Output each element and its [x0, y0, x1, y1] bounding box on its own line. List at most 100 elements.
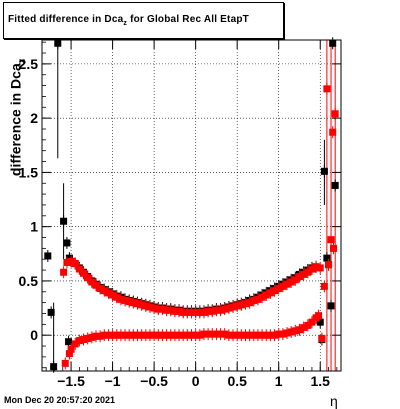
x-tick-label: −0.5 [140, 373, 168, 389]
red-data-point [125, 298, 133, 306]
black-data-point [323, 254, 331, 262]
red-data-point [179, 308, 187, 316]
red-data-point [100, 331, 108, 339]
red-data-point [295, 326, 303, 334]
red-data-point [88, 278, 96, 286]
red-data-point [271, 287, 279, 295]
chart-title-box: Fitted difference in Dcaz for Global Rec… [3, 2, 284, 39]
red-data-point [217, 330, 225, 338]
x-tick-label: 0.5 [227, 373, 247, 389]
red-data-point [271, 331, 279, 339]
red-data-point [279, 282, 287, 290]
red-data-point [183, 331, 191, 339]
x-tick-label: 1 [275, 373, 283, 389]
red-data-point [279, 330, 287, 338]
red-data-point [117, 295, 125, 303]
red-data-point [330, 244, 338, 252]
y-axis-label-sub: z [16, 58, 27, 64]
red-data-point [196, 308, 204, 316]
red-data-point [104, 331, 112, 339]
red-data-point [175, 331, 183, 339]
red-data-point [61, 359, 69, 367]
black-data-point [60, 217, 68, 225]
red-data-point [146, 303, 154, 311]
red-data-point [158, 305, 166, 313]
red-data-point [315, 312, 323, 320]
red-data-point [84, 334, 92, 342]
black-data-point [54, 39, 62, 47]
red-data-point [88, 333, 96, 341]
red-data-point [300, 270, 308, 278]
red-data-point [192, 331, 200, 339]
red-data-point [287, 278, 295, 286]
red-data-point [258, 331, 266, 339]
red-data-point [229, 303, 237, 311]
red-data-point [241, 331, 249, 339]
red-data-point [121, 331, 129, 339]
red-data-point [229, 331, 237, 339]
red-data-point [121, 296, 129, 304]
red-data-point [323, 85, 331, 93]
chart-title-sub: z [123, 20, 128, 27]
black-data-point [63, 239, 71, 247]
chart-title-suffix: for Global Rec All EtapT [127, 14, 249, 25]
red-data-point [92, 281, 100, 289]
x-tick-label: 0 [192, 373, 200, 389]
y-tick-label: 2 [30, 110, 38, 126]
red-data-point [125, 331, 133, 339]
red-data-point [250, 296, 258, 304]
red-data-point [167, 331, 175, 339]
red-data-point [266, 289, 274, 297]
red-data-point [204, 307, 212, 315]
x-tick-label: 1.5 [311, 373, 331, 389]
red-data-point [221, 330, 229, 338]
red-data-point [221, 305, 229, 313]
red-data-point [117, 331, 125, 339]
red-data-point [129, 299, 137, 307]
red-data-point [304, 268, 312, 276]
red-data-point [233, 331, 241, 339]
red-data-point [327, 236, 335, 244]
black-data-point [44, 252, 52, 260]
red-data-point [275, 330, 283, 338]
red-data-point [217, 306, 225, 314]
red-data-point [167, 306, 175, 314]
red-data-point [134, 300, 142, 308]
red-data-point [96, 285, 104, 293]
red-data-point [109, 331, 117, 339]
red-data-point [75, 337, 83, 345]
red-data-point [179, 331, 187, 339]
red-data-point [204, 330, 212, 338]
chart-title-prefix: Fitted difference in Dca [8, 14, 124, 25]
red-data-point [233, 302, 241, 310]
red-data-point [63, 258, 71, 266]
black-data-point [327, 302, 335, 310]
red-data-point [171, 331, 179, 339]
red-data-point [142, 331, 150, 339]
y-tick-label: 1 [30, 219, 38, 235]
red-data-point [171, 307, 179, 315]
red-data-point [154, 305, 162, 313]
red-data-point [150, 304, 158, 312]
red-data-point [331, 110, 339, 118]
y-tick-label: 0 [30, 327, 38, 343]
red-data-point [80, 336, 88, 344]
red-data-point [283, 280, 291, 288]
red-data-point [258, 293, 266, 301]
red-data-point [80, 269, 88, 277]
red-data-point [291, 276, 299, 284]
tick-layer: −1.5 −1 −0.5 0 0.5 1 1.5 0 0.5 1 1.5 2 2.5 [19, 40, 341, 389]
red-data-point [225, 304, 233, 312]
x-tick-label: −1 [105, 373, 121, 389]
red-data-point [312, 263, 320, 271]
red-data-point [295, 273, 303, 281]
black-data-point [65, 338, 73, 346]
red-data-point [146, 331, 154, 339]
red-data-point [142, 302, 150, 310]
red-data-point [275, 285, 283, 293]
red-data-point [329, 128, 337, 136]
black-data-point [331, 181, 339, 189]
red-data-point [84, 274, 92, 282]
red-data-point [60, 268, 68, 276]
